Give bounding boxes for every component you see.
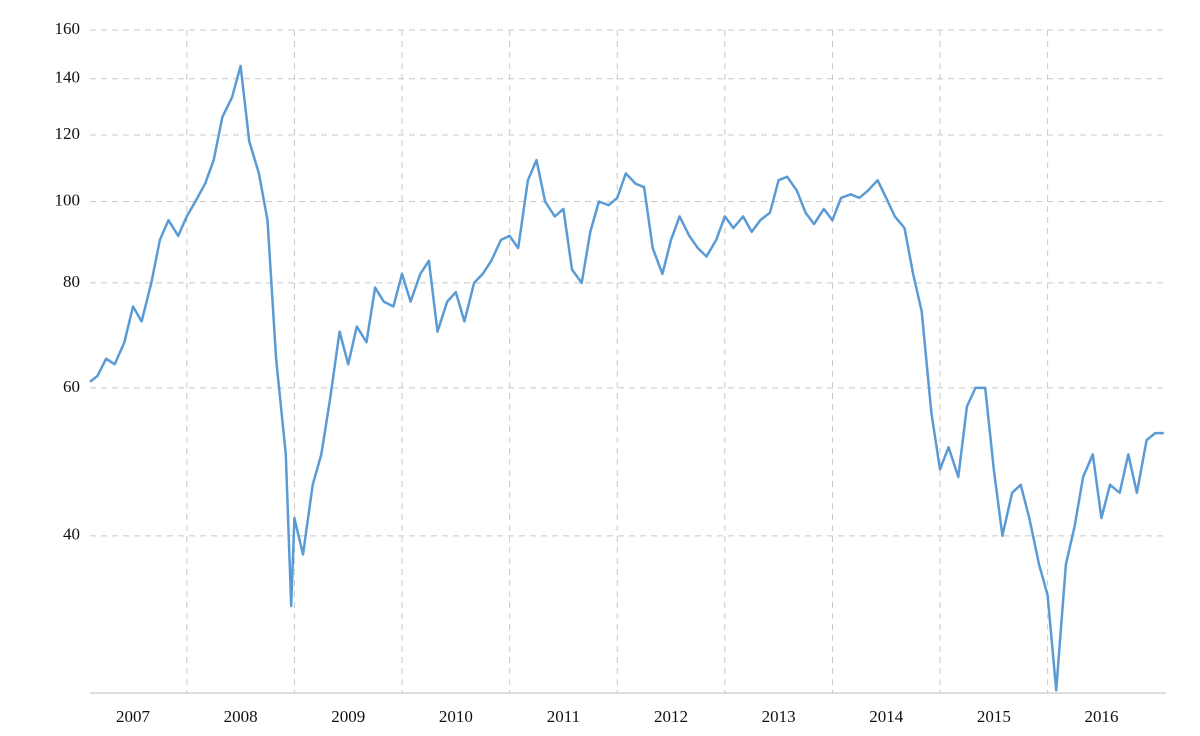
price-line [89, 64, 1164, 692]
x-tick-label: 2015 [977, 707, 1011, 726]
y-tick-label: 40 [63, 525, 80, 544]
y-tick-label: 100 [55, 190, 81, 209]
x-tick-label: 2013 [762, 707, 796, 726]
y-tick-label: 80 [63, 272, 80, 291]
x-tick-label: 2014 [869, 707, 904, 726]
x-tick-label: 2016 [1084, 707, 1118, 726]
x-tick-label: 2008 [224, 707, 258, 726]
x-tick-label: 2011 [547, 707, 580, 726]
x-tick-label: 2009 [331, 707, 365, 726]
x-tick-label: 2012 [654, 707, 688, 726]
y-tick-label: 140 [55, 68, 81, 87]
y-tick-label: 60 [63, 377, 80, 396]
y-tick-label: 120 [55, 124, 81, 143]
x-tick-label: 2010 [439, 707, 473, 726]
y-tick-label: 160 [55, 19, 81, 38]
x-tick-label: 2007 [116, 707, 151, 726]
